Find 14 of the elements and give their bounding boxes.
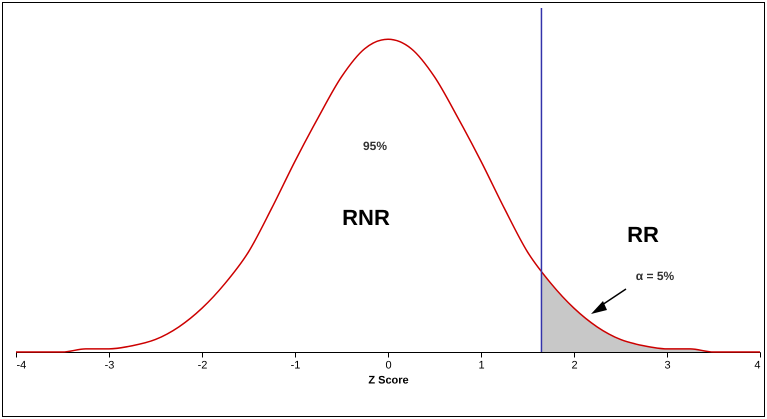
x-tick-label: 1 xyxy=(478,360,485,372)
annotation: RR xyxy=(627,222,659,247)
x-tick-label: 4 xyxy=(754,360,760,372)
x-tick-label: -1 xyxy=(290,360,300,372)
x-tick-label: 2 xyxy=(571,360,578,372)
annotation: RNR xyxy=(342,205,390,230)
x-tick-label: 0 xyxy=(385,360,392,372)
annotation: 95% xyxy=(362,139,388,153)
x-tick-label: -4 xyxy=(16,360,26,372)
x-axis-title: Z Score xyxy=(368,374,409,386)
annotation: α = 5% xyxy=(636,269,675,283)
x-tick-label: -3 xyxy=(104,360,114,372)
x-tick-label: 3 xyxy=(664,360,671,372)
x-tick-label: -2 xyxy=(198,360,208,372)
